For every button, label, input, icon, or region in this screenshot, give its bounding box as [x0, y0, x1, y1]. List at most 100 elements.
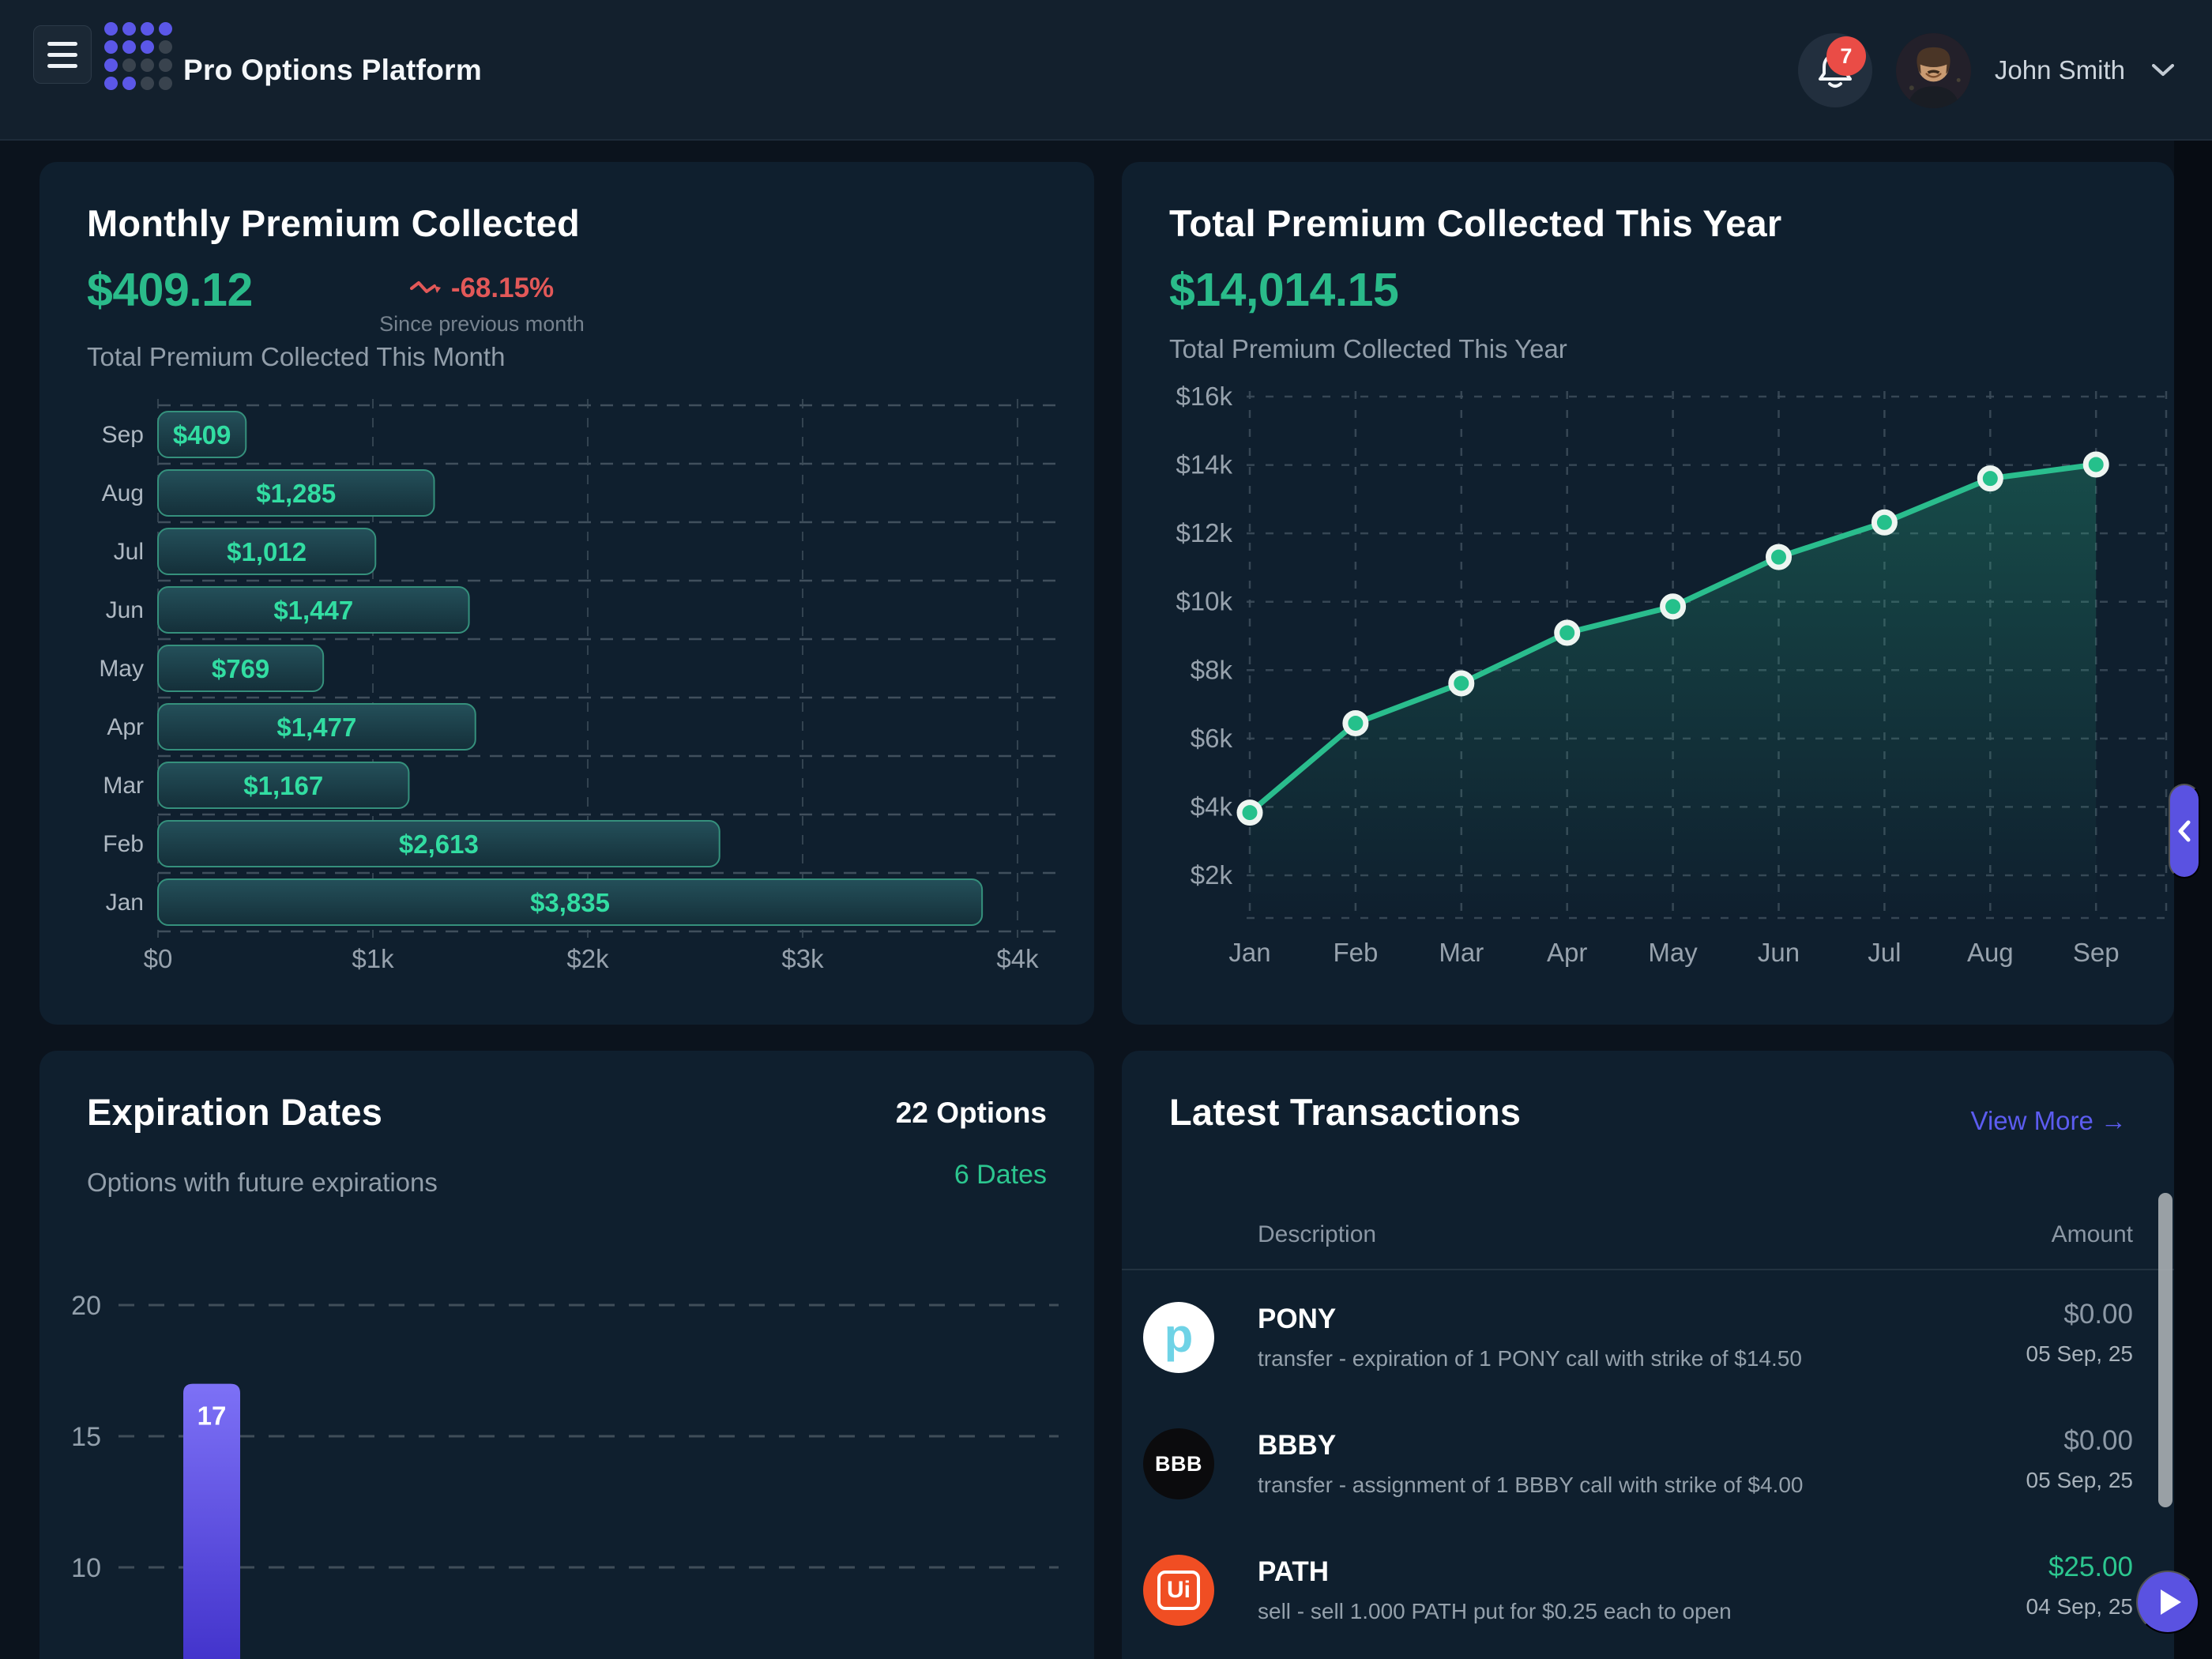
panel-title: Expiration Dates [87, 1091, 383, 1133]
transaction-description: transfer - assignment of 1 BBBY call wit… [1258, 1473, 1804, 1497]
transaction-description: sell - sell 1.000 PATH put for $0.25 eac… [1258, 1599, 1732, 1623]
pony-logo-icon: p [1143, 1302, 1214, 1373]
expiration-bar-chart[interactable]: 20 15 10 17 [40, 1051, 1094, 1659]
expiration-dates-panel: Expiration Dates Options with future exp… [40, 1051, 1094, 1659]
svg-text:Mar: Mar [103, 773, 144, 799]
chevron-down-icon[interactable] [2152, 64, 2174, 77]
transaction-date: 05 Sep, 25 [2026, 1468, 2133, 1492]
svg-text:15: 15 [71, 1422, 101, 1452]
column-header-description: Description [1258, 1221, 1377, 1247]
latest-transactions-panel: Latest Transactions View More → Descript… [1122, 1051, 2174, 1659]
monthly-premium-panel: Monthly Premium Collected $409.12 -68.15… [40, 162, 1094, 1025]
svg-text:Jun: Jun [1758, 938, 1800, 967]
svg-text:$8k: $8k [1191, 655, 1233, 684]
svg-text:$4k: $4k [996, 944, 1039, 973]
svg-text:Jul: Jul [1868, 938, 1901, 967]
view-more-link[interactable]: View More → [1970, 1106, 2127, 1135]
bbby-logo-icon: BBB [1143, 1428, 1214, 1499]
monthly-bar-chart[interactable]: $0 $1k $2k $3k $4k $409 Sep $1,285 Aug $1,012 Jul $… [40, 162, 1094, 1025]
yearly-line-chart[interactable]: $16k $14k $12k $10k $8k $6k $4k $2k Jan Feb Mar Apr… [1122, 162, 2174, 1025]
column-header-amount: Amount [2051, 1221, 2133, 1247]
notifications-button[interactable]: 7 [1797, 33, 1872, 107]
svg-text:Apr: Apr [107, 714, 144, 740]
svg-text:20: 20 [71, 1291, 101, 1321]
brand-logo-icon [104, 22, 172, 90]
svg-text:$2k: $2k [566, 944, 609, 973]
svg-text:$16k: $16k [1176, 382, 1232, 411]
svg-text:$769: $769 [212, 654, 269, 683]
svg-text:$10k: $10k [1176, 587, 1232, 616]
panel-title: Latest Transactions [1169, 1091, 1522, 1133]
trend-down-icon [409, 281, 441, 293]
yearly-amount: $14,014.15 [1169, 264, 1399, 316]
svg-text:$2k: $2k [1191, 860, 1233, 890]
svg-text:Sep: Sep [102, 422, 144, 448]
transaction-amount: $25.00 [2048, 1552, 2133, 1582]
svg-text:10: 10 [71, 1553, 101, 1583]
svg-text:Apr: Apr [1547, 938, 1587, 967]
svg-text:Jan: Jan [1228, 938, 1270, 967]
table-row[interactable]: p PONY transfer - expiration of 1 PONY c… [1122, 1288, 2174, 1390]
monthly-subtitle: Total Premium Collected This Month [87, 342, 506, 371]
svg-text:Aug: Aug [1967, 938, 2014, 967]
svg-text:17: 17 [198, 1401, 227, 1431]
hamburger-menu-icon[interactable] [33, 25, 92, 84]
svg-text:Feb: Feb [103, 831, 144, 857]
play-button[interactable] [2136, 1571, 2199, 1634]
scrollbar[interactable] [2158, 1193, 2172, 1507]
svg-text:$1,167: $1,167 [243, 771, 323, 800]
yearly-premium-panel: Total Premium Collected This Year $14,01… [1122, 162, 2174, 1025]
svg-text:$3k: $3k [781, 944, 824, 973]
svg-text:Jul: Jul [114, 539, 144, 565]
svg-text:$1,447: $1,447 [273, 596, 353, 625]
svg-text:$4k: $4k [1191, 792, 1233, 821]
app-header: Pro Options Platform 7 John Smith [0, 0, 2212, 141]
svg-text:$409: $409 [173, 420, 231, 450]
svg-text:$0: $0 [144, 944, 173, 973]
transaction-amount: $0.00 [2063, 1425, 2133, 1456]
svg-text:$14k: $14k [1176, 450, 1232, 480]
options-count: 22 Options [895, 1097, 1047, 1129]
table-row[interactable]: Ui PATH sell - sell 1.000 PATH put for $… [1122, 1540, 2174, 1643]
svg-text:Jun: Jun [106, 597, 144, 623]
ticker-symbol: BBBY [1258, 1430, 1337, 1461]
svg-text:May: May [1648, 938, 1698, 967]
user-name[interactable]: John Smith [1994, 55, 2125, 85]
avatar-photo [1895, 32, 1971, 108]
svg-text:Sep: Sep [2073, 938, 2120, 967]
panel-title: Monthly Premium Collected [87, 202, 580, 244]
panel-title: Total Premium Collected This Year [1169, 202, 1782, 244]
svg-text:Mar: Mar [1439, 938, 1484, 967]
svg-text:$1,477: $1,477 [276, 713, 356, 742]
svg-text:$12k: $12k [1176, 518, 1232, 547]
table-row[interactable]: BBB BBBY transfer - assignment of 1 BBBY… [1122, 1414, 2174, 1517]
svg-text:$1,285: $1,285 [256, 479, 336, 508]
notification-badge: 7 [1826, 36, 1866, 76]
sidebar-collapse-button[interactable] [2169, 784, 2200, 878]
svg-text:Feb: Feb [1333, 938, 1378, 967]
svg-text:May: May [99, 656, 144, 682]
ticker-symbol: PONY [1258, 1304, 1337, 1334]
svg-text:$6k: $6k [1191, 724, 1233, 753]
table-header-divider [1122, 1269, 2174, 1270]
svg-text:Jan: Jan [106, 890, 144, 916]
transaction-date: 05 Sep, 25 [2026, 1341, 2133, 1366]
svg-text:$1,012: $1,012 [227, 537, 307, 566]
play-icon [2161, 1589, 2181, 1615]
transaction-amount: $0.00 [2063, 1299, 2133, 1330]
ticker-symbol: PATH [1258, 1556, 1330, 1587]
yearly-subtitle: Total Premium Collected This Year [1169, 334, 1567, 363]
page-right-margin [2174, 141, 2212, 1659]
svg-text:$3,835: $3,835 [530, 888, 610, 917]
chevron-left-icon [2178, 820, 2191, 842]
svg-text:Aug: Aug [102, 480, 144, 506]
path-logo-icon: Ui [1143, 1555, 1214, 1626]
svg-text:$2,613: $2,613 [399, 830, 479, 859]
app-title: Pro Options Platform [183, 54, 483, 86]
transaction-description: transfer - expiration of 1 PONY call wit… [1258, 1346, 1802, 1371]
dates-count: 6 Dates [954, 1160, 1047, 1190]
transaction-date: 04 Sep, 25 [2026, 1594, 2133, 1619]
expiration-subtitle: Options with future expirations [87, 1168, 438, 1197]
svg-text:$1k: $1k [352, 944, 394, 973]
avatar[interactable] [1895, 32, 1971, 108]
